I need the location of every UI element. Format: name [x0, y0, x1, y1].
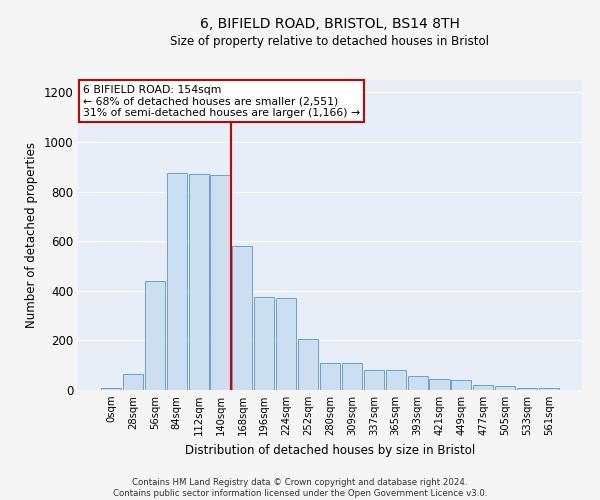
Text: Contains HM Land Registry data © Crown copyright and database right 2024.
Contai: Contains HM Land Registry data © Crown c…: [113, 478, 487, 498]
Bar: [430, 379, 449, 390]
Bar: [407, 376, 428, 390]
Bar: [364, 370, 384, 390]
Bar: [167, 173, 187, 390]
Bar: [188, 174, 209, 390]
Text: Size of property relative to detached houses in Bristol: Size of property relative to detached ho…: [170, 35, 490, 48]
Bar: [276, 298, 296, 390]
Bar: [145, 281, 165, 390]
Bar: [342, 362, 362, 390]
Bar: [101, 388, 121, 390]
Text: 6, BIFIELD ROAD, BRISTOL, BS14 8TH: 6, BIFIELD ROAD, BRISTOL, BS14 8TH: [200, 18, 460, 32]
Bar: [298, 339, 318, 390]
Bar: [254, 297, 274, 390]
Bar: [386, 370, 406, 390]
X-axis label: Distribution of detached houses by size in Bristol: Distribution of detached houses by size …: [185, 444, 475, 456]
Bar: [211, 176, 230, 390]
Bar: [320, 362, 340, 390]
Bar: [539, 388, 559, 390]
Bar: [232, 246, 253, 390]
Bar: [495, 386, 515, 390]
Bar: [473, 385, 493, 390]
Bar: [451, 380, 472, 390]
Y-axis label: Number of detached properties: Number of detached properties: [25, 142, 38, 328]
Bar: [517, 388, 537, 390]
Bar: [123, 374, 143, 390]
Text: 6 BIFIELD ROAD: 154sqm
← 68% of detached houses are smaller (2,551)
31% of semi-: 6 BIFIELD ROAD: 154sqm ← 68% of detached…: [83, 84, 360, 118]
